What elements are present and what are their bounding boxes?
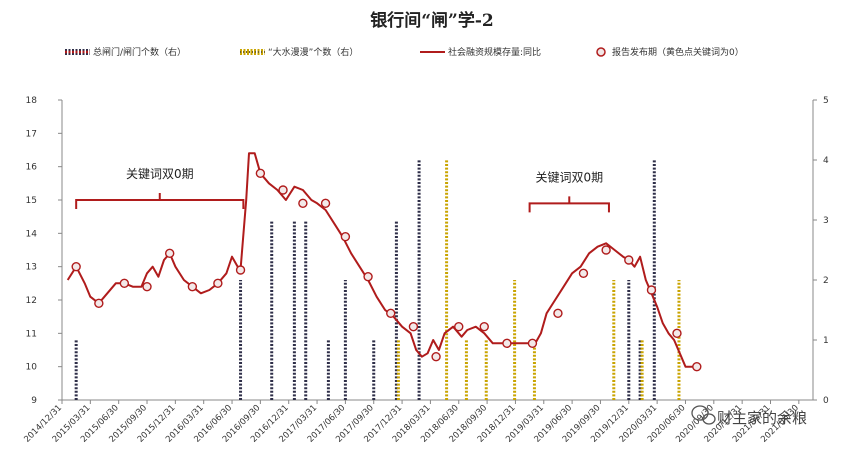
report-marker [601,245,611,255]
y-left-tick-label: 15 [26,196,37,206]
y-left-tick-label: 11 [26,329,37,339]
y-left-tick-label: 17 [26,129,37,139]
y-left-tick-label: 18 [26,96,38,106]
report-marker [553,308,563,319]
y-left-tick-label: 14 [26,229,38,239]
y-right-tick-label: 5 [823,96,829,106]
report-marker [646,285,657,295]
annotation-label: 关键词双0期 [535,170,603,184]
annotation-label: 关键词双0期 [126,167,194,181]
y-right-tick-label: 4 [823,156,829,166]
report-marker [527,338,538,349]
report-marker [340,231,351,242]
report-marker [578,268,589,279]
y-right-tick-label: 3 [823,216,829,226]
report-marker [94,298,104,309]
report-marker [431,351,441,362]
legend-item-marker: 报告发布期（黄色点关键词为0） [612,46,744,58]
report-marker [672,328,682,339]
report-marker [692,361,702,372]
report-marker [624,255,634,265]
legend-item-gold-bars: “大水漫漫”个数（右） [268,46,358,58]
annotation-bracket [75,193,245,209]
report-marker [454,321,464,332]
line-series [66,152,697,368]
watermark-text: 财主家的余粮 [717,409,807,427]
y-left-tick-label: 12 [26,296,37,306]
y-left-tick-label: 10 [26,363,38,373]
report-marker [479,321,489,332]
wechat-icon [691,405,716,425]
annotation-bracket [528,196,610,213]
report-marker [386,308,396,319]
report-marker [235,265,246,275]
plot-area: 91011121314151617180123452014/12/312015/… [22,96,829,445]
report-marker [298,198,308,209]
report-marker [119,278,130,289]
y-right-tick-label: 0 [823,396,829,406]
report-marker [164,248,175,259]
y-right-tick-label: 2 [823,276,829,286]
y-left-tick-label: 9 [31,396,37,406]
report-marker [255,168,266,179]
report-marker [213,278,223,289]
y-left-tick-label: 13 [26,263,37,273]
chart-title: 银行间“闸”学-2 [370,10,493,31]
legend: 总闸门/闸门个数（右） “大水漫漫”个数（右） 社会融资规模存量:同比 报告发布… [65,46,744,58]
y-right-tick-label: 1 [823,336,829,346]
watermark: 财主家的余粮 [691,405,807,427]
report-marker [142,281,152,292]
y-left-tick-label: 16 [26,163,38,173]
report-marker [408,321,419,332]
report-marker [71,261,81,272]
report-marker [278,185,288,195]
legend-item-line: 社会融资规模存量:同比 [448,46,541,58]
legend-swatch-marker [596,47,606,57]
report-marker [320,198,331,209]
legend-item-dark-bars: 总闸门/闸门个数（右） [93,46,186,58]
report-marker [363,271,373,282]
report-marker [502,338,512,349]
report-marker [187,281,198,292]
